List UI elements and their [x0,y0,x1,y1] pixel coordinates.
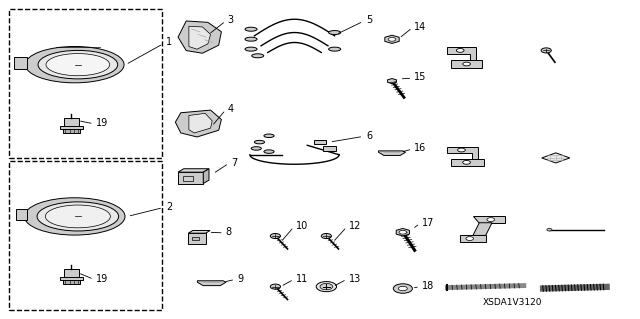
Circle shape [466,237,474,241]
Circle shape [456,48,464,52]
Bar [191,237,199,240]
Bar [60,126,83,130]
Polygon shape [189,113,212,133]
Polygon shape [385,35,399,43]
Text: 16: 16 [414,144,426,153]
Text: 19: 19 [96,274,108,284]
Ellipse shape [245,27,257,31]
Text: 17: 17 [422,218,435,228]
Ellipse shape [245,47,257,51]
Polygon shape [460,235,486,242]
Text: 4: 4 [228,104,234,114]
Circle shape [316,282,337,292]
Circle shape [320,284,333,290]
Text: 2: 2 [166,202,172,212]
Ellipse shape [245,37,257,41]
Bar [64,118,79,126]
Ellipse shape [254,140,264,144]
Text: 15: 15 [414,72,427,82]
Ellipse shape [45,205,110,228]
Circle shape [394,284,412,293]
Circle shape [398,286,407,291]
Ellipse shape [251,147,261,150]
Ellipse shape [38,50,118,79]
Ellipse shape [26,47,124,83]
Text: 6: 6 [366,131,372,141]
Polygon shape [16,210,27,220]
Polygon shape [175,110,221,137]
Text: 10: 10 [296,221,308,231]
Polygon shape [204,169,209,183]
Circle shape [321,234,332,239]
Bar [314,140,326,144]
Ellipse shape [24,198,125,235]
Polygon shape [447,47,476,60]
Circle shape [541,48,551,53]
Circle shape [399,230,406,234]
Polygon shape [388,78,396,84]
Bar [9,161,162,310]
Bar [178,172,204,183]
Ellipse shape [46,54,109,76]
Text: 11: 11 [296,274,308,284]
Circle shape [547,228,552,231]
Text: 1: 1 [166,38,172,48]
Polygon shape [541,153,570,163]
Ellipse shape [252,54,264,58]
Bar [60,277,83,280]
Ellipse shape [328,31,340,34]
Circle shape [270,284,280,289]
Ellipse shape [264,150,274,153]
Text: XSDA1V3120: XSDA1V3120 [483,298,542,307]
Ellipse shape [37,202,118,231]
Bar [63,280,81,284]
Text: 19: 19 [96,118,108,128]
Polygon shape [178,21,221,53]
Text: 7: 7 [231,158,237,168]
Polygon shape [14,57,27,69]
Circle shape [458,148,465,152]
Ellipse shape [264,134,274,137]
Text: 14: 14 [414,22,426,32]
Bar [9,9,162,158]
Polygon shape [396,228,410,236]
Circle shape [388,37,396,41]
Polygon shape [197,281,226,286]
Text: 18: 18 [422,281,434,291]
Polygon shape [188,231,210,233]
Polygon shape [473,216,505,223]
Bar [64,269,79,277]
Ellipse shape [328,47,340,51]
Polygon shape [189,26,211,49]
Text: 5: 5 [366,15,372,26]
Circle shape [463,160,470,164]
Polygon shape [178,169,209,172]
Polygon shape [378,151,406,155]
Circle shape [487,218,495,221]
Text: 9: 9 [237,274,243,284]
Text: 13: 13 [349,274,361,284]
Bar [323,146,336,151]
Bar [63,129,81,133]
Polygon shape [451,60,483,68]
Polygon shape [447,147,478,159]
Polygon shape [451,159,484,166]
Circle shape [270,234,280,239]
Circle shape [463,62,470,66]
Bar [188,233,205,244]
Text: 3: 3 [228,15,234,25]
Bar [182,176,193,181]
Text: 12: 12 [349,221,361,231]
Polygon shape [473,223,492,235]
Text: 8: 8 [226,227,232,237]
